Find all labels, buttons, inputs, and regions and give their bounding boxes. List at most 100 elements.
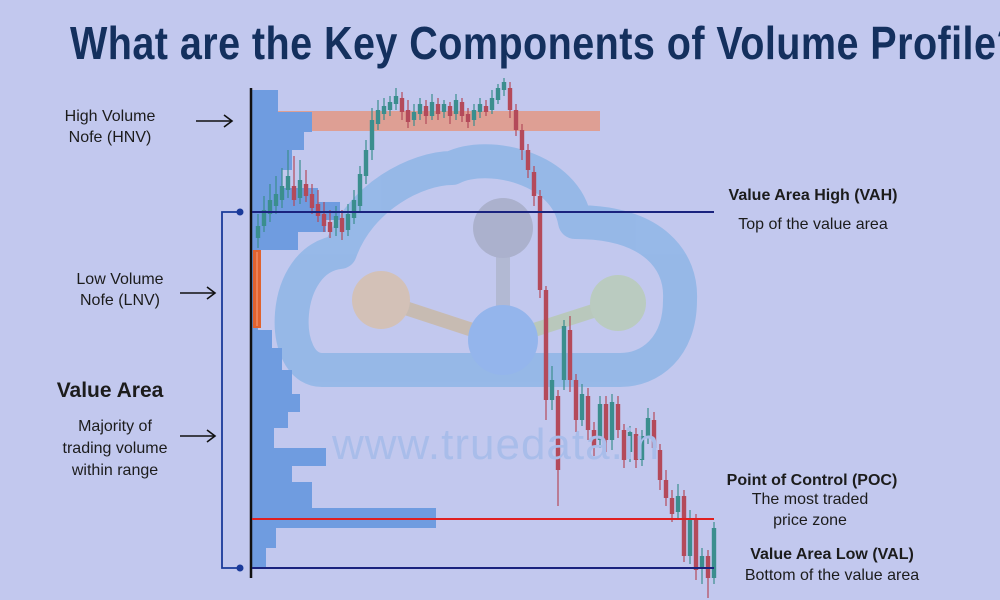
candle-body: [309, 194, 315, 208]
candle-body: [387, 102, 393, 110]
candle-body: [651, 420, 657, 448]
value-area-bracket: [221, 211, 238, 569]
candle-body: [531, 172, 537, 196]
candle-body: [495, 88, 501, 100]
candle-body: [609, 402, 615, 440]
value-area-title: Value Area: [56, 379, 164, 402]
vah-description: Top of the value area: [738, 216, 888, 233]
candle-body: [297, 180, 303, 198]
poc-title: Point of Control (POC): [726, 472, 898, 489]
value-area-desc-line1: Majority of: [78, 418, 152, 435]
candle-body: [435, 104, 441, 114]
candle-body: [351, 200, 357, 218]
candle-body: [369, 120, 375, 150]
candle-body: [303, 184, 309, 196]
candle-body: [357, 174, 363, 206]
lnv-label-line1: Low Volume: [76, 271, 164, 288]
candle-body: [585, 396, 591, 430]
candle-body: [279, 186, 285, 200]
candle-body: [327, 222, 333, 232]
value-area-desc-line3: within range: [71, 462, 159, 479]
candle-body: [537, 196, 543, 290]
candle-body: [471, 110, 477, 120]
candle-body: [693, 520, 699, 570]
candle-body: [447, 106, 453, 116]
candle-body: [579, 394, 585, 420]
hnv-label-line1: High Volume: [64, 108, 156, 125]
candle-body: [549, 380, 555, 400]
candle-body: [405, 110, 411, 122]
cloud-network-logo: [274, 144, 698, 387]
vah-title: Value Area High (VAH): [728, 187, 898, 204]
candle-body: [291, 186, 297, 200]
candlestick-series: [255, 78, 717, 598]
value-area-desc-line2: trading volume: [62, 440, 168, 457]
right-arrow-icon: [180, 429, 217, 443]
lnv-label-line2: Nofe (LNV): [79, 292, 161, 309]
candle-body: [429, 102, 435, 116]
candle-body: [567, 330, 573, 380]
candle-body: [699, 556, 705, 568]
candle-body: [645, 418, 651, 436]
watermark-text: www.truedata.in: [332, 420, 661, 469]
candle-body: [399, 98, 405, 112]
candle-body: [525, 150, 531, 170]
candle-body: [441, 104, 447, 112]
candle-body: [507, 88, 513, 110]
candle-body: [381, 106, 387, 114]
candle-body: [669, 498, 675, 514]
poc-description: The most traded price zone: [700, 489, 920, 531]
candle-body: [459, 102, 465, 116]
candle-body: [483, 106, 489, 112]
candle-body: [477, 104, 483, 112]
candle-body: [285, 176, 291, 190]
candle-body: [597, 404, 603, 440]
val-title: Value Area Low (VAL): [750, 546, 914, 563]
right-arrow-icon: [180, 286, 217, 300]
candle-body: [333, 216, 339, 228]
candle-body: [453, 100, 459, 114]
candle-body: [489, 98, 495, 110]
candle-body: [339, 218, 345, 232]
candle-body: [465, 114, 471, 122]
candle-body: [543, 290, 549, 400]
candle-body: [627, 432, 633, 452]
candle-body: [621, 430, 627, 460]
candle-body: [273, 194, 279, 206]
candle-body: [501, 82, 507, 90]
hnv-band: [250, 111, 600, 131]
candle-body: [261, 210, 267, 226]
candle-body: [345, 214, 351, 230]
candle-body: [513, 110, 519, 130]
candle-body: [315, 204, 321, 216]
candle-body: [255, 226, 261, 238]
right-arrow-icon: [196, 114, 234, 128]
val-description: Bottom of the value area: [744, 567, 920, 584]
candle-body: [417, 104, 423, 114]
candle-body: [267, 200, 273, 214]
value-area-description: Majority of trading volume within range: [40, 416, 190, 482]
hnv-label: High Volume Nofe (HNV): [40, 106, 180, 148]
candle-body: [591, 430, 597, 446]
candle-body: [363, 150, 369, 176]
candle-body: [681, 496, 687, 556]
candle-body: [393, 96, 399, 104]
page-title: What are the Key Components of Volume Pr…: [70, 17, 1000, 69]
candle-body: [573, 380, 579, 420]
candle-body: [615, 404, 621, 430]
candle-body: [711, 528, 717, 578]
poc-desc-line2: price zone: [773, 512, 847, 529]
candle-body: [675, 496, 681, 512]
lnv-label: Low Volume Nofe (LNV): [50, 269, 190, 311]
candle-body: [423, 106, 429, 116]
candle-body: [519, 130, 525, 150]
candle-body: [657, 450, 663, 480]
candle-body: [603, 404, 609, 440]
hnv-label-line2: Nofe (HNV): [68, 129, 152, 146]
candle-body: [633, 434, 639, 460]
candle-body: [375, 110, 381, 124]
candle-body: [687, 520, 693, 556]
candle-body: [561, 326, 567, 380]
candle-body: [321, 214, 327, 226]
